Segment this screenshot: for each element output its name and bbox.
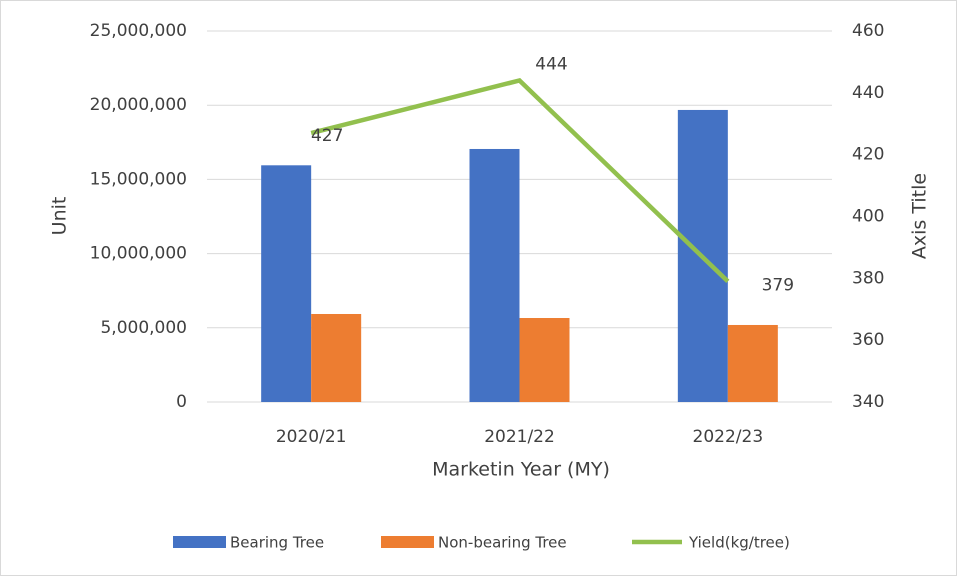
x-axis-title: Marketin Year (MY) <box>432 459 610 481</box>
data-label: 427 <box>311 126 343 146</box>
legend-label: Bearing Tree <box>230 534 324 552</box>
y-tick-label: 10,000,000 <box>90 244 187 264</box>
y-axis-title: Unit <box>49 197 71 236</box>
y-tick-label: 25,000,000 <box>90 21 187 41</box>
x-tick-label: 2021/22 <box>484 427 555 447</box>
legend-swatch <box>173 536 226 548</box>
bar <box>519 318 570 402</box>
y2-tick-label: 460 <box>852 21 884 41</box>
y-tick-label: 0 <box>176 392 187 412</box>
y-tick-label: 20,000,000 <box>90 95 187 115</box>
x-tick-label: 2022/23 <box>693 427 764 447</box>
y-tick-label: 15,000,000 <box>90 169 187 189</box>
bar <box>727 324 778 402</box>
bar <box>261 165 312 402</box>
y2-tick-label: 380 <box>852 268 884 288</box>
data-label: 379 <box>762 275 794 295</box>
y2-axis-title: Axis Title <box>909 173 931 259</box>
y2-tick-label: 360 <box>852 330 884 350</box>
y2-tick-label: 340 <box>852 392 884 412</box>
legend-swatch <box>381 536 434 548</box>
y2-tick-label: 400 <box>852 207 884 227</box>
y2-tick-label: 440 <box>852 83 884 103</box>
y2-tick-label: 420 <box>852 145 884 165</box>
line <box>310 77 730 284</box>
legend-label: Yield(kg/tree) <box>688 534 790 552</box>
bar <box>311 313 362 402</box>
y-tick-label: 5,000,000 <box>100 318 187 338</box>
x-tick-label: 2020/21 <box>276 427 347 447</box>
legend-label: Non-bearing Tree <box>438 534 567 552</box>
bar <box>469 148 520 402</box>
data-label: 444 <box>535 54 567 74</box>
